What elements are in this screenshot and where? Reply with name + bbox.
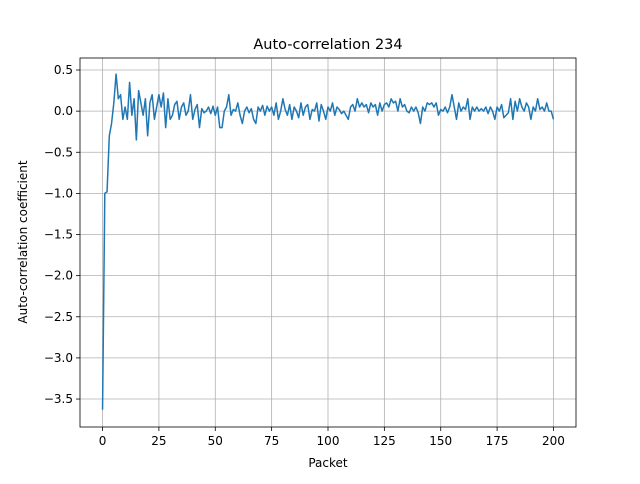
x-axis-label: Packet [308,456,348,470]
x-tick-label: 100 [317,434,340,448]
x-tick-label: 175 [486,434,509,448]
y-tick-label: −1.5 [44,228,73,242]
x-tick-label: 25 [151,434,166,448]
y-tick-label: −2.0 [44,269,73,283]
y-tick-label: 0.5 [54,63,73,77]
x-tick-label: 0 [99,434,107,448]
y-tick-label: 0.0 [54,104,73,118]
y-tick-label: −3.5 [44,392,73,406]
data-line [101,73,555,410]
y-tick-label: −3.0 [44,351,73,365]
y-tick-label: −0.5 [44,145,73,159]
x-tick-label: 200 [542,434,565,448]
chart-title: Auto-correlation 234 [253,37,402,53]
y-axis-label: Auto-correlation coefficient [16,160,30,323]
x-tick-label: 75 [264,434,279,448]
x-tick-label: 125 [373,434,396,448]
y-tick-label: −2.5 [44,310,73,324]
y-tick-label: −1.0 [44,186,73,200]
plot-frame [79,57,577,428]
x-tick-label: 150 [429,434,452,448]
x-tick-label: 50 [208,434,223,448]
